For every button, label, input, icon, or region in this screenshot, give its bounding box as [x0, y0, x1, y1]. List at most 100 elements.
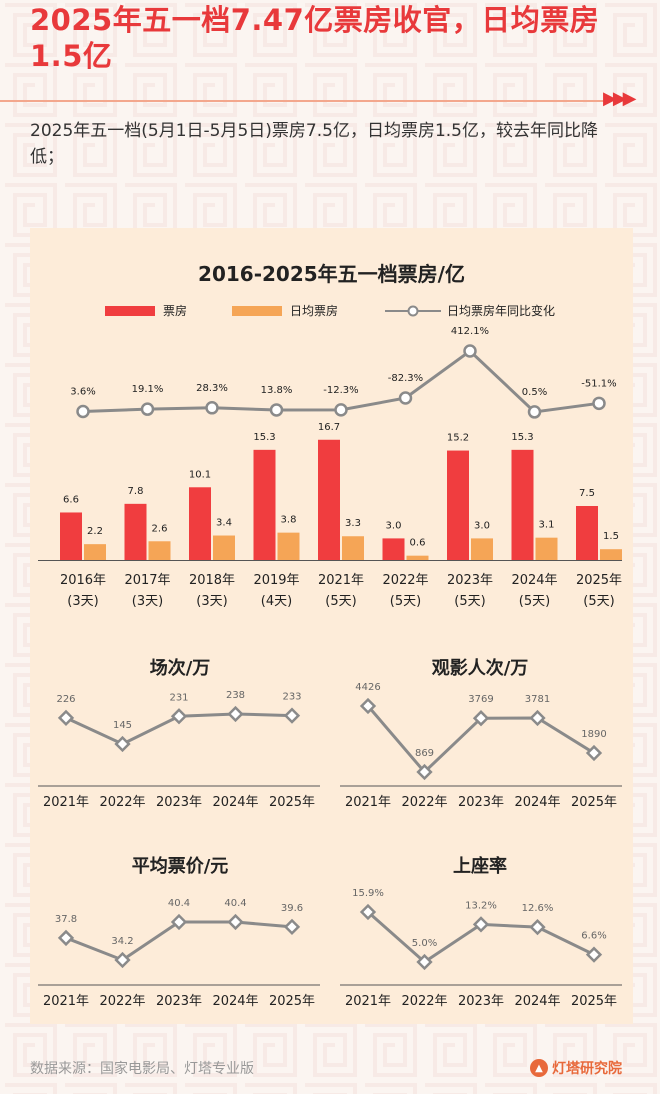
- x-tick-label: 2021年: [318, 573, 364, 588]
- bar-box-office: [124, 503, 147, 560]
- yoy-point: [76, 404, 90, 419]
- small-point-label: 869: [415, 748, 434, 759]
- small-x-tick-label: 2023年: [458, 795, 504, 810]
- small-point-label: 231: [169, 692, 188, 703]
- x-tick-label: (5天): [325, 594, 356, 609]
- x-tick-label: 2022年: [382, 573, 428, 588]
- small-point: [529, 919, 546, 936]
- legend-box-office: 票房: [105, 302, 187, 319]
- small-point-label: 3769: [468, 694, 493, 705]
- small-x-tick-label: 2025年: [269, 994, 315, 1009]
- yoy-label: -82.3%: [388, 373, 423, 384]
- small-point-label: 39.6: [281, 903, 303, 914]
- yoy-label: 3.6%: [70, 386, 95, 397]
- legend-swatch-yoy: [385, 305, 441, 316]
- chevron-right-icon: ▶▶▶: [603, 88, 636, 109]
- bar-label-daily: 1.5: [603, 531, 619, 542]
- legend-swatch-box-office: [105, 305, 155, 316]
- small-point-label: 40.4: [168, 898, 190, 909]
- bar-daily: [471, 538, 493, 560]
- yoy-label: 13.8%: [261, 385, 293, 396]
- yoy-label: 28.3%: [196, 383, 228, 394]
- legend-label-yoy: 日均票房年同比变化: [447, 304, 556, 318]
- small-point: [529, 709, 546, 727]
- yoy-point: [334, 403, 348, 417]
- small-x-tick-label: 2022年: [401, 795, 447, 810]
- small-point: [472, 710, 490, 727]
- small-point: [57, 929, 75, 947]
- x-tick-label: 2023年: [447, 573, 493, 588]
- small-x-tick-label: 2023年: [156, 994, 202, 1009]
- legend-label-box-office: 票房: [163, 304, 188, 318]
- small-x-tick-label: 2023年: [156, 795, 202, 810]
- legend-yoy: 日均票房年同比变化: [385, 302, 555, 319]
- x-tick-label: 2018年: [189, 573, 235, 588]
- small-point: [416, 763, 433, 781]
- x-tick-label: 2024年: [511, 573, 557, 588]
- small-x-tick-label: 2023年: [458, 994, 504, 1009]
- bar-label-daily: 3.8: [281, 515, 297, 526]
- x-tick-label: (3天): [196, 594, 227, 609]
- bar-daily: [342, 536, 364, 560]
- yoy-label: -51.1%: [581, 378, 616, 389]
- bar-daily: [213, 535, 235, 560]
- small-point-label: 145: [113, 720, 132, 731]
- legend-label-daily: 日均票房: [290, 304, 339, 318]
- small-x-tick-label: 2024年: [212, 994, 258, 1009]
- small-point: [114, 735, 131, 753]
- yoy-label: 0.5%: [522, 387, 547, 398]
- small-point-label: 4426: [355, 682, 380, 693]
- brand-logo-text: 灯塔研究院: [552, 1061, 622, 1077]
- small-x-tick-label: 2024年: [212, 795, 258, 810]
- small-point-label: 12.6%: [522, 903, 554, 914]
- bar-daily: [277, 532, 300, 560]
- bar-daily: [84, 544, 106, 560]
- small-point: [227, 705, 244, 723]
- bar-label-box-office: 10.1: [189, 469, 211, 480]
- small-point-label: 13.2%: [465, 900, 497, 911]
- small-point: [227, 913, 244, 931]
- small-x-tick-label: 2021年: [345, 795, 391, 810]
- small-point: [585, 946, 603, 963]
- title-divider: [0, 100, 604, 102]
- bar-label-box-office: 15.2: [447, 433, 469, 444]
- small-point: [359, 903, 377, 921]
- bar-daily: [406, 555, 429, 560]
- summary-text: 2025年五一档(5月1日-5月5日)票房7.5亿，日均票房1.5亿，较去年同比…: [30, 121, 598, 167]
- x-tick-label: (3天): [132, 594, 163, 609]
- small-x-tick-label: 2022年: [401, 994, 447, 1009]
- x-tick-label: (5天): [454, 594, 485, 609]
- small-point-label: 3781: [525, 694, 550, 705]
- x-tick-label: (5天): [583, 594, 614, 609]
- yoy-point: [140, 402, 155, 416]
- bar-label-daily: 3.1: [539, 520, 555, 531]
- bar-label-daily: 0.6: [410, 538, 426, 549]
- bar-label-box-office: 6.6: [63, 494, 79, 505]
- bar-box-office: [189, 487, 211, 560]
- small-point-label: 6.6%: [581, 931, 606, 942]
- main-chart-title: 2016-2025年五一档票房/亿: [198, 262, 465, 286]
- bar-box-office: [576, 506, 598, 560]
- yoy-label: 19.1%: [132, 384, 164, 395]
- bar-label-box-office: 15.3: [511, 432, 533, 443]
- x-tick-label: (3天): [67, 594, 98, 609]
- bar-label-box-office: 15.3: [253, 432, 275, 443]
- bar-box-office: [511, 449, 534, 560]
- occupancy-chart-title: 上座率: [453, 856, 507, 877]
- small-x-tick-label: 2021年: [345, 994, 391, 1009]
- small-x-tick-label: 2022年: [99, 795, 145, 810]
- lighthouse-icon: ▲: [530, 1059, 548, 1077]
- x-tick-label: 2025年: [576, 573, 622, 588]
- small-point: [472, 916, 490, 933]
- small-x-tick-label: 2022年: [99, 994, 145, 1009]
- bar-box-office: [253, 449, 276, 560]
- legend-swatch-daily: [232, 305, 282, 316]
- bar-label-daily: 3.0: [474, 520, 490, 531]
- yoy-point: [463, 344, 477, 358]
- small-point-label: 37.8: [55, 914, 77, 925]
- x-tick-label: (4天): [261, 594, 292, 609]
- small-point: [57, 709, 75, 727]
- small-point-label: 226: [56, 694, 75, 705]
- x-tick-label: 2016年: [60, 573, 106, 588]
